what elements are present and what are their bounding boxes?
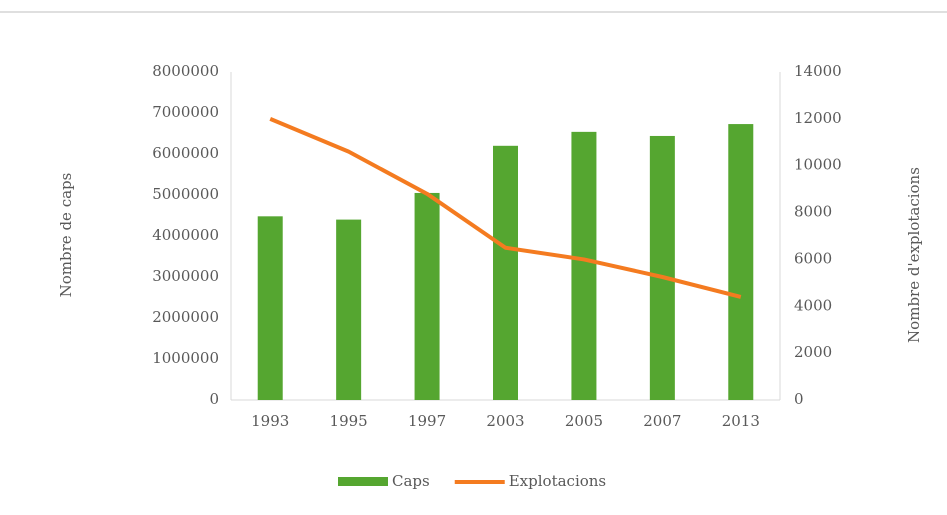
y-axis-title: Nombre de caps xyxy=(57,173,75,298)
y-tick-label: 0 xyxy=(209,390,219,408)
legend-label: Explotacions xyxy=(509,472,606,490)
bar xyxy=(728,124,754,400)
y-tick-label: 7000000 xyxy=(152,103,219,121)
x-tick-label: 2005 xyxy=(565,412,603,430)
y-tick-label: 5000000 xyxy=(152,185,219,203)
bar xyxy=(649,135,675,400)
y2-tick-label: 2000 xyxy=(794,343,832,361)
y-tick-label: 3000000 xyxy=(152,267,219,285)
bar xyxy=(571,131,597,401)
bar xyxy=(336,219,362,400)
y-tick-label: 2000000 xyxy=(152,308,219,326)
bar xyxy=(414,192,440,400)
y2-tick-label: 8000 xyxy=(794,203,832,221)
y-tick-label: 4000000 xyxy=(152,226,219,244)
legend-swatch xyxy=(338,477,388,486)
y2-tick-label: 14000 xyxy=(794,62,842,80)
line xyxy=(269,117,742,299)
x-tick-label: 1997 xyxy=(408,412,446,430)
y2-tick-label: 4000 xyxy=(794,296,832,314)
x-tick-label: 1993 xyxy=(251,412,289,430)
y-tick-label: 6000000 xyxy=(152,144,219,162)
y-tick-label: 1000000 xyxy=(152,349,219,367)
y-tick-label: 8000000 xyxy=(152,62,219,80)
y2-tick-label: 12000 xyxy=(794,109,842,127)
bar xyxy=(257,216,283,400)
y2-tick-label: 0 xyxy=(794,390,804,408)
x-tick-label: 2013 xyxy=(722,412,760,430)
y2-tick-label: 6000 xyxy=(794,249,832,267)
x-tick-label: 2003 xyxy=(486,412,524,430)
legend-label: Caps xyxy=(392,472,430,490)
x-tick-label: 1995 xyxy=(330,412,368,430)
y2-tick-label: 10000 xyxy=(794,156,842,174)
y2-axis-title: Nombre d'explotacions xyxy=(905,167,923,343)
x-tick-label: 2007 xyxy=(643,412,681,430)
bar xyxy=(493,145,518,400)
